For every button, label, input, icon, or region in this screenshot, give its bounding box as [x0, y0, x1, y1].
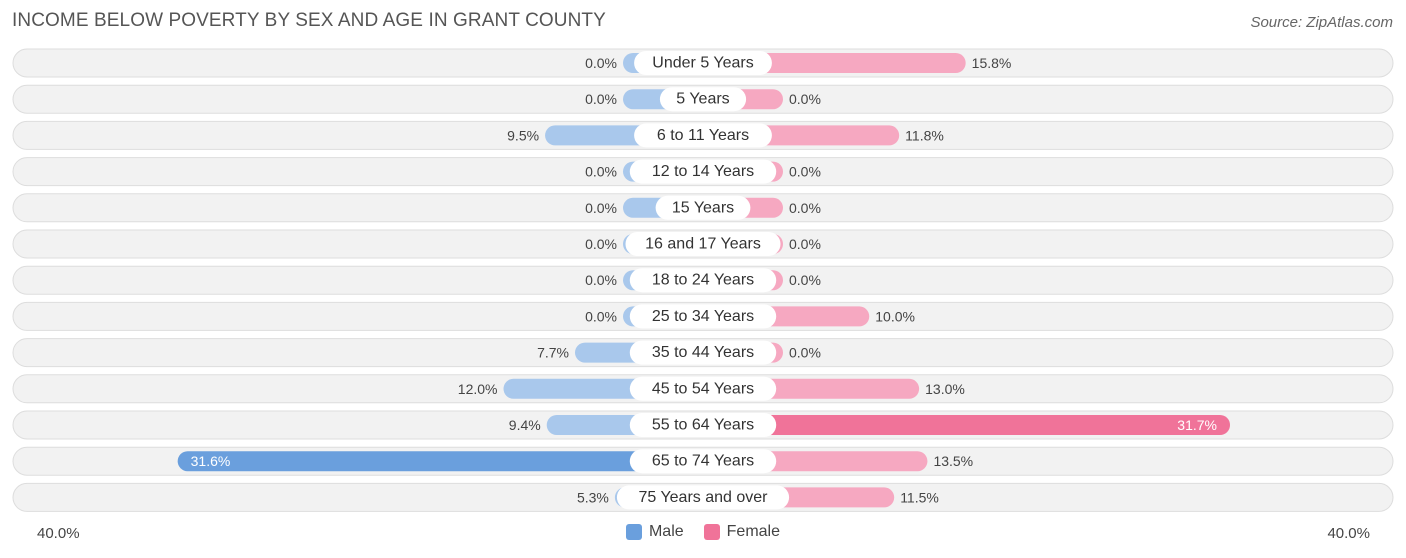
legend-swatch-female	[703, 524, 720, 540]
category-pill	[629, 159, 777, 184]
bar-female	[703, 415, 1231, 435]
axis-min-label: 40.0%	[37, 525, 80, 542]
category-label: 35 to 44 Years	[652, 344, 754, 361]
value-label-female: 31.7%	[1177, 417, 1217, 433]
value-label-male: 0.0%	[585, 200, 617, 216]
category-pill	[629, 413, 777, 437]
legend-swatch-male	[625, 524, 642, 540]
value-label-female: 0.0%	[789, 236, 821, 252]
legend-item-female[interactable]: Female	[703, 523, 781, 541]
category-label: 25 to 34 Years	[652, 308, 754, 325]
category-label: 65 to 74 Years	[652, 453, 754, 470]
value-label-male: 0.0%	[585, 236, 617, 252]
value-label-male: 5.3%	[577, 489, 609, 505]
category-label: Under 5 Years	[652, 55, 753, 72]
value-label-female: 0.0%	[789, 200, 821, 216]
category-label: 5 Years	[676, 91, 729, 108]
value-label-female: 11.5%	[900, 489, 939, 505]
value-label-female: 13.0%	[925, 381, 965, 397]
value-label-male: 31.6%	[191, 453, 231, 469]
value-label-female: 0.0%	[789, 164, 821, 180]
chart-source: Source: ZipAtlas.com	[1250, 14, 1393, 31]
category-pill	[625, 232, 781, 256]
value-label-male: 12.0%	[458, 381, 498, 397]
category-pill	[655, 195, 751, 220]
legend-label-male: Male	[648, 523, 684, 540]
category-label: 55 to 64 Years	[652, 417, 754, 434]
category-pill	[629, 449, 777, 474]
value-label-female: 10.0%	[875, 308, 915, 324]
category-pill	[629, 376, 777, 401]
category-pill	[634, 51, 772, 75]
category-label: 45 to 54 Years	[652, 380, 754, 397]
category-label: 12 to 14 Years	[652, 163, 754, 180]
value-label-male: 9.4%	[509, 417, 541, 433]
value-label-male: 0.0%	[585, 308, 617, 324]
chart-title: INCOME BELOW POVERTY BY SEX AND AGE IN G…	[12, 10, 606, 31]
category-label: 18 to 24 Years	[652, 272, 754, 289]
category-pill	[616, 485, 790, 510]
legend: Male Female	[0, 523, 1406, 541]
category-label: 16 and 17 Years	[645, 236, 761, 253]
bar-male	[177, 451, 703, 472]
value-label-female: 13.5%	[933, 453, 973, 469]
category-label: 15 Years	[672, 199, 734, 216]
category-pill	[659, 87, 747, 112]
category-label: 75 Years and over	[639, 489, 769, 506]
value-label-female: 0.0%	[789, 345, 821, 361]
category-pill	[629, 304, 777, 329]
category-pill	[629, 268, 777, 293]
value-label-male: 9.5%	[507, 127, 539, 143]
legend-item-male[interactable]: Male	[625, 523, 684, 541]
value-label-male: 0.0%	[585, 91, 617, 107]
category-pill	[629, 340, 777, 365]
value-label-male: 7.7%	[537, 345, 569, 361]
value-label-male: 0.0%	[585, 55, 617, 71]
category-pill	[634, 123, 772, 148]
category-label: 6 to 11 Years	[657, 127, 749, 144]
chart-plot: 0.0% 15.8% Under 5 Years 0.0% 0.0% 5 Years 9.5…	[12, 48, 1394, 512]
value-label-male: 0.0%	[585, 164, 617, 180]
value-label-female: 0.0%	[789, 91, 821, 107]
legend-label-female: Female	[726, 523, 781, 540]
value-label-female: 15.8%	[972, 55, 1012, 71]
value-label-female: 11.8%	[905, 127, 944, 143]
value-label-female: 0.0%	[789, 272, 821, 288]
value-label-male: 0.0%	[585, 272, 617, 288]
axis-max-label: 40.0%	[1327, 525, 1370, 542]
